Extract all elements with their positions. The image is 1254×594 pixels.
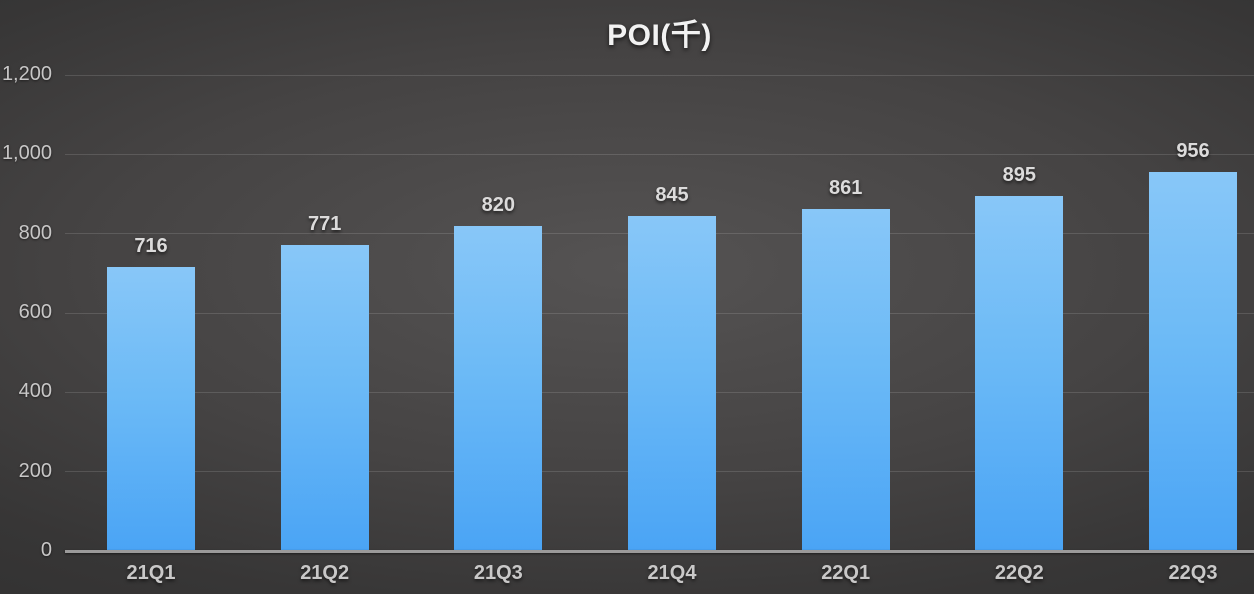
bar-value-label: 861 [828, 177, 863, 200]
y-axis-tick-label: 800 [18, 221, 52, 244]
x-axis-category-label: 22Q3 [1168, 562, 1218, 584]
x-axis-category-label: 21Q1 [126, 562, 176, 584]
gridline [65, 74, 1254, 76]
bar-value-label: 956 [1176, 139, 1210, 162]
bar-value-label: 716 [134, 234, 168, 257]
y-axis-tick-label: 1,000 [1, 142, 52, 165]
gridline [65, 153, 1254, 155]
bar-21Q4[interactable] [628, 215, 716, 551]
y-axis-tick-label: 600 [18, 301, 52, 323]
x-axis-category-label: 21Q3 [473, 562, 523, 584]
bar-22Q1[interactable] [801, 209, 890, 551]
bar-value-label: 771 [307, 213, 342, 236]
bar-21Q2[interactable] [280, 245, 369, 551]
x-axis-category-label: 22Q2 [994, 562, 1044, 584]
x-axis-category-label: 21Q4 [647, 562, 697, 584]
bar-value-label: 820 [481, 193, 516, 216]
chart-title: POI(千) [607, 19, 712, 52]
y-axis-tick-label: 400 [18, 380, 52, 403]
bar-21Q3[interactable] [454, 225, 543, 551]
bar-21Q1[interactable] [107, 266, 195, 551]
x-axis-line [65, 550, 1254, 553]
bar-22Q3[interactable] [1149, 171, 1237, 551]
y-axis-tick-label: 1,200 [1, 63, 52, 85]
y-axis-tick-label: 0 [40, 539, 52, 561]
bar-22Q2[interactable] [975, 195, 1064, 551]
x-axis-category-label: 22Q1 [821, 562, 871, 584]
x-axis-category-label: 21Q2 [300, 562, 350, 584]
y-axis-tick-label: 200 [18, 459, 52, 482]
bar-value-label: 895 [1002, 163, 1037, 186]
bar-value-label: 845 [655, 183, 689, 206]
